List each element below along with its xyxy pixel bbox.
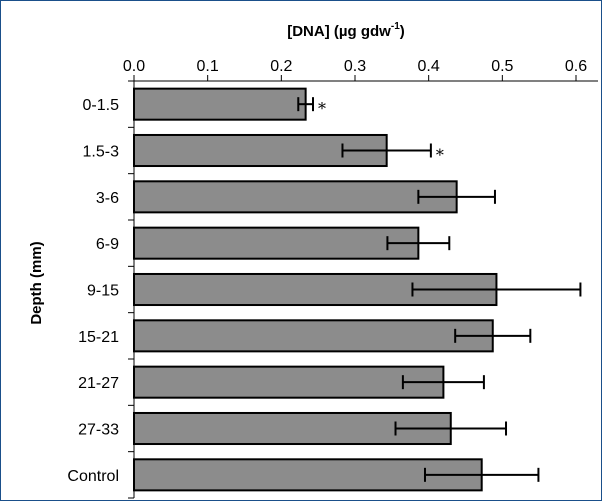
bar: [133, 319, 494, 353]
x-tick-label: 0.3: [344, 58, 366, 75]
bars: **: [133, 87, 582, 492]
x-tick-label: 0.0: [123, 58, 145, 75]
axes: 0.0 0.1 0.2 0.3 0.4 0.5 0.6 0-1.5 1.5-3 3-6 6-9 9-1…: [67, 58, 598, 499]
bar: [133, 180, 458, 214]
y-tick-label: 9-15: [87, 283, 119, 300]
significance-marker: *: [318, 99, 326, 118]
y-tick-label: 3-6: [96, 190, 119, 207]
x-axis-title: [DNA] (µg gdw-1): [287, 21, 405, 40]
bar: [133, 226, 420, 260]
y-tick-label: 1.5-3: [83, 144, 120, 161]
y-axis-title: Depth (mm): [28, 241, 45, 324]
x-tick-label: 0.6: [565, 58, 587, 75]
x-tick-label: 0.5: [491, 58, 513, 75]
x-tick-label: 0.1: [197, 58, 219, 75]
y-tick-label: 21-27: [78, 375, 119, 392]
significance-marker: *: [436, 146, 444, 165]
y-tick-label: 27-33: [78, 422, 119, 439]
bar: [133, 365, 445, 399]
x-tick-label: 0.4: [418, 58, 440, 75]
bar: [133, 458, 483, 492]
y-tick-label: Control: [67, 468, 119, 485]
bar: [133, 87, 307, 121]
y-tick-label: 15-21: [78, 329, 119, 346]
x-tick-label: 0.2: [270, 58, 292, 75]
y-tick-label: 6-9: [96, 236, 119, 253]
y-tick-label: 0-1.5: [83, 97, 120, 114]
